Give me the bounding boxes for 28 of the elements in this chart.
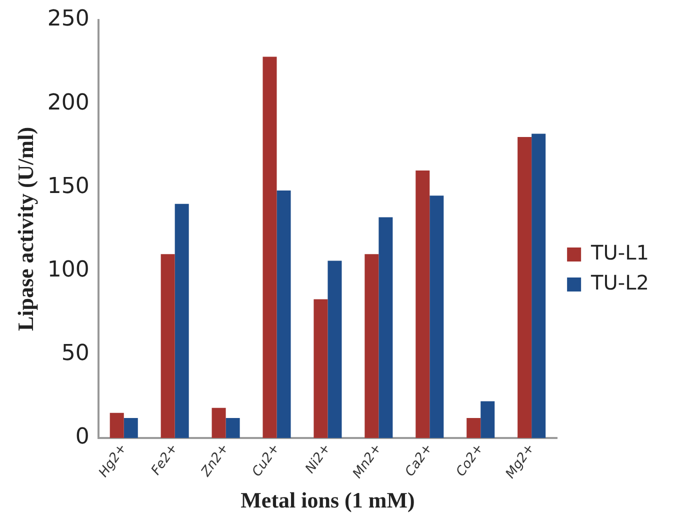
bar	[212, 408, 226, 438]
bar	[364, 254, 379, 438]
bar	[518, 137, 532, 438]
x-axis-title: Metal ions (1 mM)	[240, 487, 415, 512]
bar	[328, 260, 342, 438]
bar	[276, 190, 291, 438]
bar	[314, 299, 328, 438]
bar	[480, 401, 495, 438]
bar	[160, 254, 175, 438]
y-tick-label: 200	[47, 90, 90, 116]
bar	[466, 418, 481, 438]
bar	[378, 217, 393, 438]
bar	[110, 412, 124, 438]
y-tick-label: 250	[47, 6, 90, 32]
bar	[532, 134, 546, 438]
bar	[226, 418, 240, 438]
y-axis-title: Lipase activity (U/ml)	[12, 126, 38, 332]
bar	[416, 170, 430, 438]
legend-label: TU-L1	[590, 240, 650, 265]
bar	[174, 204, 189, 438]
y-tick-label: 100	[47, 258, 90, 283]
y-tick-label: 50	[61, 341, 90, 366]
bar	[124, 418, 138, 438]
y-tick-label: 0	[75, 424, 90, 450]
legend-label: TU-L2	[590, 270, 650, 295]
y-tick-label: 150	[47, 174, 90, 199]
bar	[430, 196, 444, 438]
bar	[262, 56, 277, 438]
